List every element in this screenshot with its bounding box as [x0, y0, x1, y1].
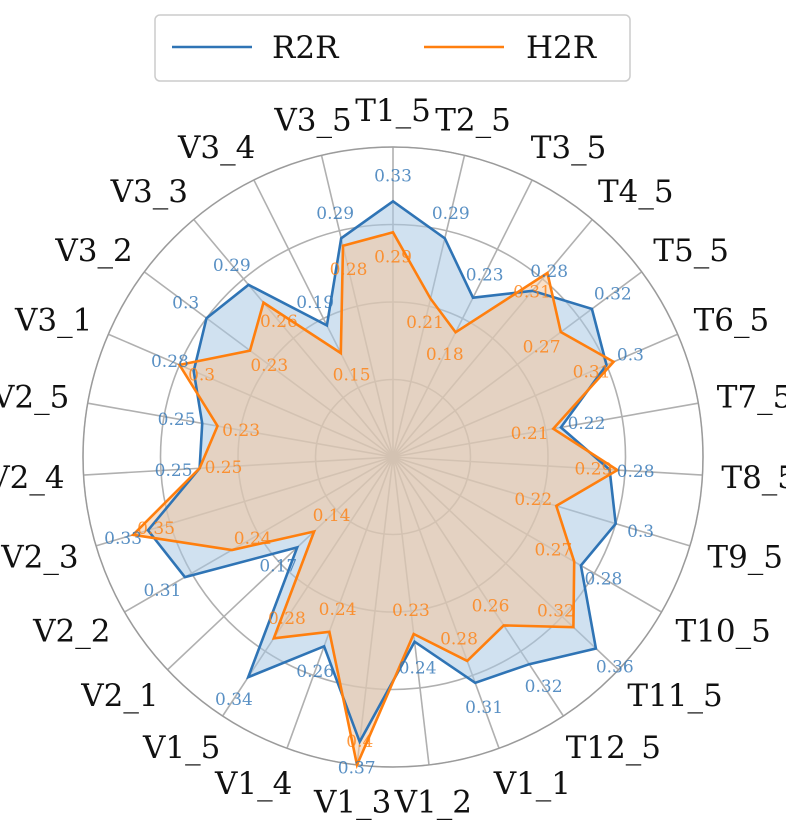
- axis-label-T12_5: T12_5: [566, 730, 661, 766]
- value-label-r2r-V1_3: 0.37: [338, 759, 376, 779]
- value-label-h2r-V2_5: 0.23: [222, 421, 260, 441]
- value-label-r2r-V1_1: 0.31: [465, 698, 503, 718]
- axis-label-V3_4: V3_4: [177, 130, 255, 166]
- value-label-h2r-T8_5: 0.29: [574, 460, 612, 480]
- series-layer: [130, 199, 620, 770]
- legend: R2R H2R: [154, 14, 631, 82]
- axis-label-T8_5: T8_5: [721, 460, 786, 496]
- value-label-r2r-T12_5: 0.32: [525, 677, 563, 697]
- value-label-r2r-T2_5: 0.29: [432, 204, 470, 224]
- value-label-h2r-V2_3: 0.35: [137, 519, 175, 539]
- axis-label-V2_2: V2_2: [32, 614, 110, 650]
- axis-labels: T1_5T2_5 T3_5 T4_5 T5_5 T6_5 T7_5 T8_5 T9_5 T10_…: [0, 93, 786, 821]
- series-line-h2r: [130, 230, 620, 770]
- value-label-r2r-V3_1: 0.28: [151, 352, 189, 372]
- value-label-r2r-T5_5: 0.32: [594, 284, 632, 304]
- axis-label-V1_2: V1_2: [394, 785, 472, 821]
- axis-label-T6_5: T6_5: [694, 303, 770, 339]
- axis-label-T5_5: T5_5: [653, 233, 729, 269]
- value-label-h2r-V1_1: 0.28: [440, 629, 478, 649]
- value-label-h2r-V1_4: 0.24: [319, 600, 357, 620]
- axis-label-V1_4: V1_4: [214, 766, 292, 802]
- axis-label-T9_5: T9_5: [707, 540, 783, 576]
- value-label-h2r-V3_4: 0.15: [333, 366, 371, 386]
- value-label-r2r-T1_5: 0.33: [374, 166, 412, 186]
- value-label-r2r-V3_3: 0.29: [213, 256, 251, 276]
- value-label-r2r-V1_5: 0.34: [215, 690, 253, 710]
- value-label-r2r-V3_4: 0.19: [296, 293, 334, 313]
- value-label-h2r-V2_4: 0.25: [205, 458, 243, 478]
- value-label-h2r-T4_5: 0.31: [513, 282, 551, 302]
- axis-label-V2_1: V2_1: [80, 678, 158, 714]
- axis-label-V3_2: V3_2: [54, 233, 132, 269]
- value-label-h2r-T9_5: 0.22: [514, 490, 552, 510]
- axis-label-V2_3: V2_3: [0, 540, 78, 576]
- value-label-r2r-V2_3: 0.33: [104, 529, 142, 549]
- outer-ring: [82, 146, 704, 768]
- value-label-r2r-V2_2: 0.31: [143, 581, 181, 601]
- value-label-r2r-T4_5: 0.28: [530, 262, 568, 282]
- axis-label-T7_5: T7_5: [717, 380, 786, 416]
- value-label-r2r-T7_5: 0.22: [568, 414, 606, 434]
- value-label-h2r-T11_5: 0.32: [537, 602, 575, 622]
- value-label-r2r-T6_5: 0.3: [617, 346, 644, 366]
- axis-label-V1_5: V1_5: [142, 730, 220, 766]
- value-label-h2r-T3_5: 0.18: [426, 345, 464, 365]
- axis-label-V1_1: V1_1: [493, 766, 571, 802]
- value-label-r2r-T9_5: 0.3: [627, 522, 654, 542]
- value-label-h2r-V1_2: 0.23: [392, 601, 430, 621]
- axis-label-V3_5: V3_5: [273, 102, 351, 138]
- axis-label-T11_5: T11_5: [627, 678, 722, 714]
- value-label-r2r-V1_4: 0.26: [296, 662, 334, 682]
- value-label-h2r-T6_5: 0.31: [573, 362, 611, 382]
- value-label-h2r-V3_1: 0.3: [188, 365, 215, 385]
- value-label-h2r-V2_1: 0.14: [313, 506, 351, 526]
- axis-label-V2_4: V2_4: [0, 460, 65, 496]
- axis-label-V2_5: V2_5: [0, 380, 69, 416]
- value-label-h2r-T5_5: 0.27: [523, 337, 561, 357]
- axis-label-T3_5: T3_5: [531, 130, 607, 166]
- value-label-h2r-V1_3: 0.4: [346, 732, 373, 752]
- axis-label-T4_5: T4_5: [598, 174, 674, 210]
- axis-label-V1_3: V1_3: [313, 785, 391, 821]
- value-label-h2r-V1_5: 0.28: [268, 609, 306, 629]
- axis-label-V3_1: V3_1: [14, 303, 92, 339]
- value-labels: 0.330.290.23 0.280.320.30.220.280.30.280.…: [104, 166, 654, 778]
- value-label-r2r-V2_4: 0.25: [155, 461, 193, 481]
- value-label-r2r-V1_2: 0.24: [399, 659, 437, 679]
- value-label-h2r-V3_5: 0.28: [330, 260, 368, 280]
- legend-frame: [154, 14, 631, 82]
- value-label-r2r-T8_5: 0.28: [617, 462, 655, 482]
- value-label-r2r-V3_5: 0.29: [316, 204, 354, 224]
- value-label-r2r-T11_5: 0.36: [596, 657, 634, 677]
- value-label-h2r-T2_5: 0.21: [406, 313, 444, 333]
- value-label-r2r-T3_5: 0.23: [466, 266, 504, 286]
- value-label-r2r-V3_2: 0.3: [172, 294, 199, 314]
- legend-label-r2r: R2R: [272, 30, 340, 66]
- axis-label-T1_5: T1_5: [355, 93, 431, 129]
- value-label-r2r-T10_5: 0.28: [584, 570, 622, 590]
- axis-label-V3_3: V3_3: [110, 174, 188, 210]
- value-label-h2r-V3_3: 0.26: [260, 312, 298, 332]
- value-label-r2r-V2_5: 0.25: [158, 410, 196, 430]
- value-label-h2r-T7_5: 0.21: [511, 424, 549, 444]
- value-label-r2r-V2_1: 0.17: [259, 556, 297, 576]
- legend-label-h2r: H2R: [526, 30, 598, 66]
- value-label-h2r-T1_5: 0.29: [374, 247, 412, 267]
- value-label-h2r-T10_5: 0.27: [534, 541, 572, 561]
- value-label-h2r-V2_2: 0.24: [234, 529, 272, 549]
- axis-label-T2_5: T2_5: [435, 102, 511, 138]
- axis-label-T10_5: T10_5: [676, 614, 771, 650]
- series-line-r2r: [146, 199, 618, 745]
- value-label-h2r-T12_5: 0.26: [472, 596, 510, 616]
- value-label-h2r-V3_2: 0.23: [250, 356, 288, 376]
